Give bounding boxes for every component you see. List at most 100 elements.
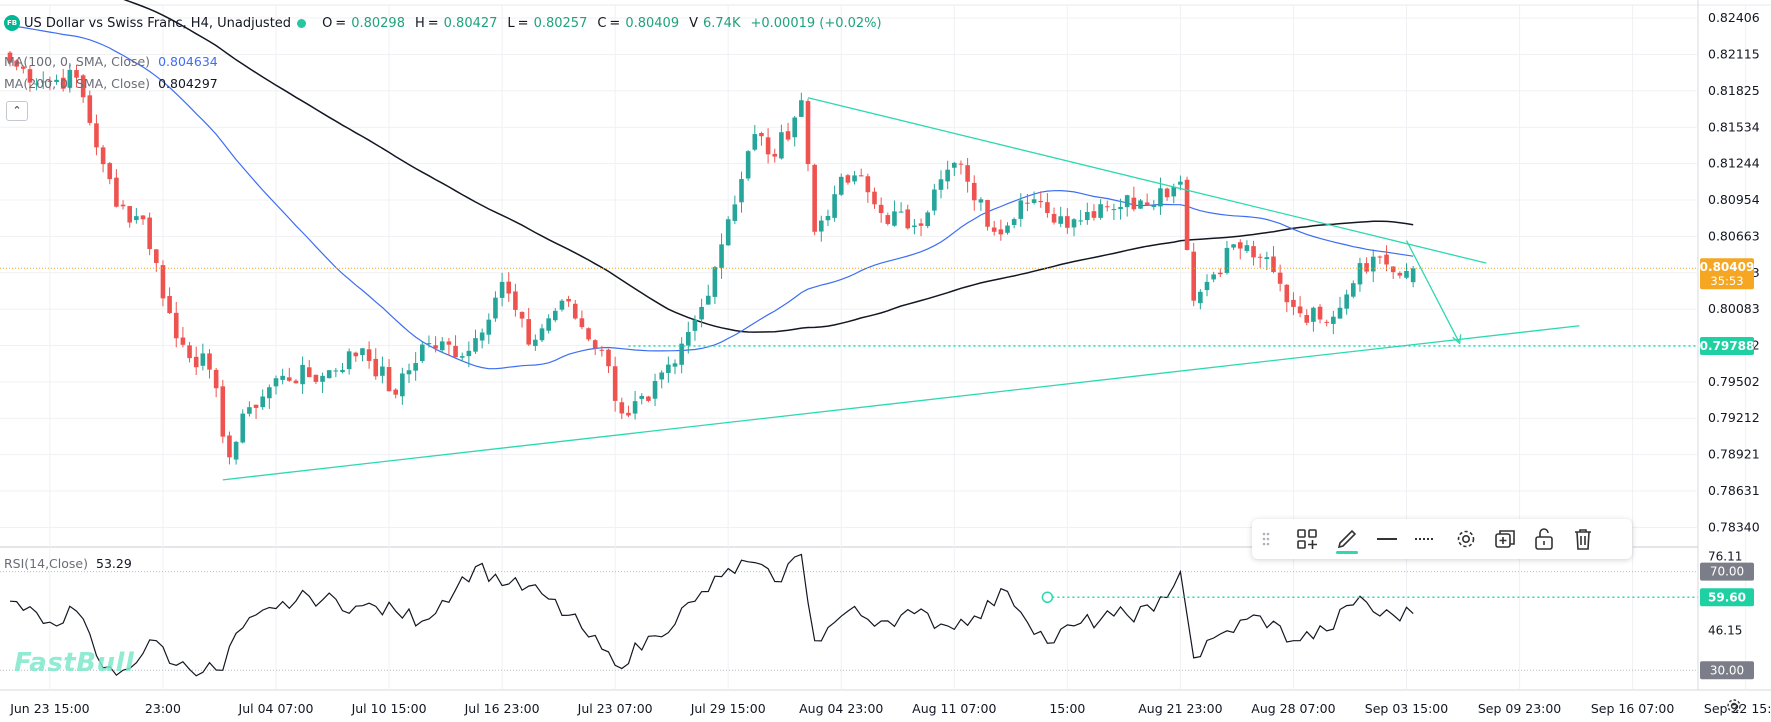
candle-body[interactable] — [14, 60, 19, 67]
candle-body[interactable] — [533, 339, 538, 346]
candle-body[interactable] — [473, 338, 478, 352]
candle-body[interactable] — [852, 175, 857, 182]
rsi-plot[interactable] — [0, 553, 1698, 677]
candle-body[interactable] — [154, 249, 159, 263]
candle-body[interactable] — [233, 441, 239, 460]
layout-add-icon[interactable] — [1292, 519, 1322, 559]
candle-body[interactable] — [420, 344, 425, 362]
candle-body[interactable] — [1144, 202, 1150, 205]
candle-body[interactable] — [965, 165, 970, 182]
candle-body[interactable] — [792, 117, 797, 138]
candle-body[interactable] — [1111, 209, 1117, 211]
candle-body[interactable] — [393, 389, 398, 395]
ascending-support-trendline[interactable] — [222, 325, 1580, 481]
candle-body[interactable] — [553, 310, 558, 321]
candle-body[interactable] — [353, 352, 359, 357]
candle-body[interactable] — [1151, 205, 1157, 207]
candle-body[interactable] — [1337, 307, 1343, 319]
candle-body[interactable] — [1045, 202, 1050, 213]
candle-body[interactable] — [1091, 211, 1097, 218]
ma200-line[interactable] — [10, 0, 1414, 333]
candle-body[interactable] — [140, 215, 146, 220]
candle-body[interactable] — [892, 211, 897, 226]
candle-body[interactable] — [1058, 216, 1063, 224]
price-plot[interactable] — [0, 0, 1698, 481]
candle-body[interactable] — [1198, 291, 1203, 304]
candle-body[interactable] — [606, 349, 611, 367]
candle-body[interactable] — [253, 404, 259, 408]
rsi-marker-handle[interactable] — [1041, 591, 1054, 604]
candle-body[interactable] — [652, 380, 658, 399]
candle-body[interactable] — [1370, 256, 1376, 272]
candle-body[interactable] — [885, 215, 891, 224]
candle-body[interactable] — [865, 176, 871, 193]
candle-body[interactable] — [134, 216, 139, 221]
candle-body[interactable] — [147, 217, 152, 250]
rsi-legend[interactable]: RSI(14,Close) 53.29 — [4, 556, 132, 571]
candle-body[interactable] — [686, 331, 691, 346]
candle-body[interactable] — [439, 341, 445, 351]
candle-body[interactable] — [1011, 219, 1017, 225]
candle-body[interactable] — [60, 77, 66, 89]
candle-body[interactable] — [985, 200, 990, 227]
candle-body[interactable] — [326, 370, 332, 379]
candle-body[interactable] — [333, 370, 339, 372]
candle-body[interactable] — [1264, 257, 1270, 260]
candle-body[interactable] — [732, 204, 738, 221]
candle-body[interactable] — [858, 175, 864, 177]
candle-body[interactable] — [479, 332, 485, 341]
candle-body[interactable] — [1357, 263, 1363, 285]
candle-body[interactable] — [1404, 271, 1409, 278]
candle-body[interactable] — [805, 101, 811, 165]
candle-body[interactable] — [825, 215, 831, 221]
candle-body[interactable] — [632, 401, 638, 414]
candle-body[interactable] — [1025, 202, 1030, 204]
candle-body[interactable] — [566, 298, 571, 302]
candle-body[interactable] — [612, 366, 618, 401]
candle-body[interactable] — [1038, 200, 1044, 203]
candle-body[interactable] — [287, 377, 292, 381]
candle-body[interactable] — [1244, 245, 1250, 251]
candle-body[interactable] — [978, 199, 984, 203]
candle-body[interactable] — [1051, 213, 1057, 223]
line-style-solid-icon[interactable] — [1372, 519, 1402, 559]
candle-body[interactable] — [1231, 244, 1236, 248]
candle-body[interactable] — [167, 296, 172, 314]
candle-body[interactable] — [699, 306, 704, 320]
candle-body[interactable] — [725, 219, 731, 246]
candle-body[interactable] — [366, 349, 372, 361]
ma100-legend[interactable]: MA(100, 0, SMA, Close) 0.804634 — [4, 54, 218, 69]
candle-body[interactable] — [991, 227, 997, 232]
candle-body[interactable] — [971, 182, 977, 201]
candle-body[interactable] — [107, 163, 113, 180]
candle-body[interactable] — [1277, 272, 1283, 284]
candle-body[interactable] — [346, 351, 352, 370]
ma200-legend[interactable]: MA(200, 0, SMA, Close) 0.804297 — [4, 76, 218, 91]
candle-body[interactable] — [672, 363, 678, 367]
candle-body[interactable] — [180, 337, 186, 345]
candle-body[interactable] — [1078, 220, 1083, 222]
candle-body[interactable] — [898, 211, 904, 213]
candle-body[interactable] — [745, 151, 751, 179]
rsi-line[interactable] — [9, 553, 1414, 677]
candle-body[interactable] — [1218, 272, 1223, 275]
candle-body[interactable] — [1351, 283, 1356, 297]
candle-body[interactable] — [1191, 251, 1196, 301]
candle-body[interactable] — [1171, 186, 1177, 197]
pencil-icon[interactable] — [1332, 519, 1362, 559]
candle-body[interactable] — [260, 396, 265, 408]
candle-body[interactable] — [74, 70, 79, 78]
candle-body[interactable] — [240, 413, 246, 443]
candle-body[interactable] — [513, 291, 518, 310]
candle-body[interactable] — [659, 372, 664, 380]
candle-body[interactable] — [34, 83, 39, 85]
candle-body[interactable] — [100, 147, 106, 165]
candle-body[interactable] — [1224, 247, 1230, 273]
candle-body[interactable] — [1304, 315, 1310, 323]
settings-gear-icon[interactable] — [1451, 519, 1481, 559]
candle-body[interactable] — [426, 343, 432, 345]
candle-body[interactable] — [666, 364, 671, 373]
candle-body[interactable] — [433, 345, 438, 349]
candle-body[interactable] — [173, 312, 179, 339]
